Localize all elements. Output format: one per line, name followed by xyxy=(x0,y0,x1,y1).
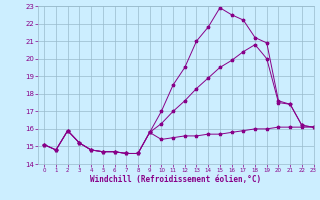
X-axis label: Windchill (Refroidissement éolien,°C): Windchill (Refroidissement éolien,°C) xyxy=(91,175,261,184)
